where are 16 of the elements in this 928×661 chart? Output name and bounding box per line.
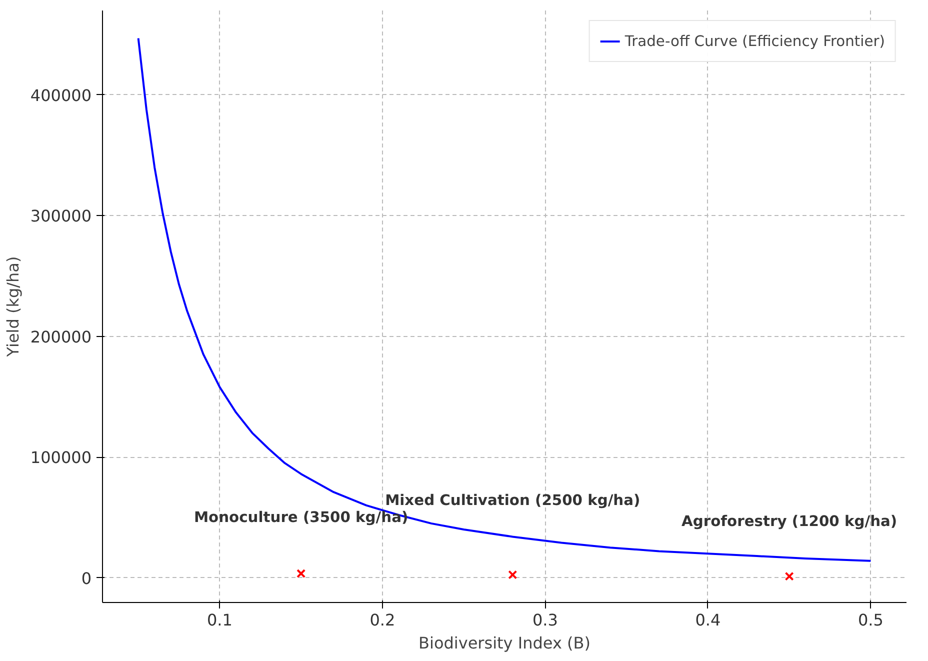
x-tick-label: 0.2 [370, 610, 396, 630]
y-tick-label: 400000 [30, 86, 92, 105]
y-tick-label: 0 [81, 568, 92, 588]
annotation: Agroforestry (1200 kg/ha) [682, 512, 898, 530]
annotation: Monoculture (3500 kg/ha) [194, 509, 408, 526]
x-tick-label: 0.3 [532, 610, 558, 630]
annotation: Mixed Cultivation (2500 kg/ha) [385, 492, 640, 510]
y-tick-label: 300000 [30, 206, 92, 226]
y-tick-label: 200000 [30, 327, 92, 346]
y-tick-label: 100000 [30, 448, 92, 468]
legend-label: Trade-off Curve (Efficiency Frontier) [624, 32, 885, 50]
x-tick-label: 0.1 [206, 610, 232, 630]
x-tick-label: 0.4 [695, 610, 721, 630]
y-axis-title: Yield (kg/ha) [3, 256, 22, 358]
x-axis-title: Biodiversity Index (B) [418, 634, 590, 652]
x-tick-label: 0.5 [858, 610, 884, 630]
